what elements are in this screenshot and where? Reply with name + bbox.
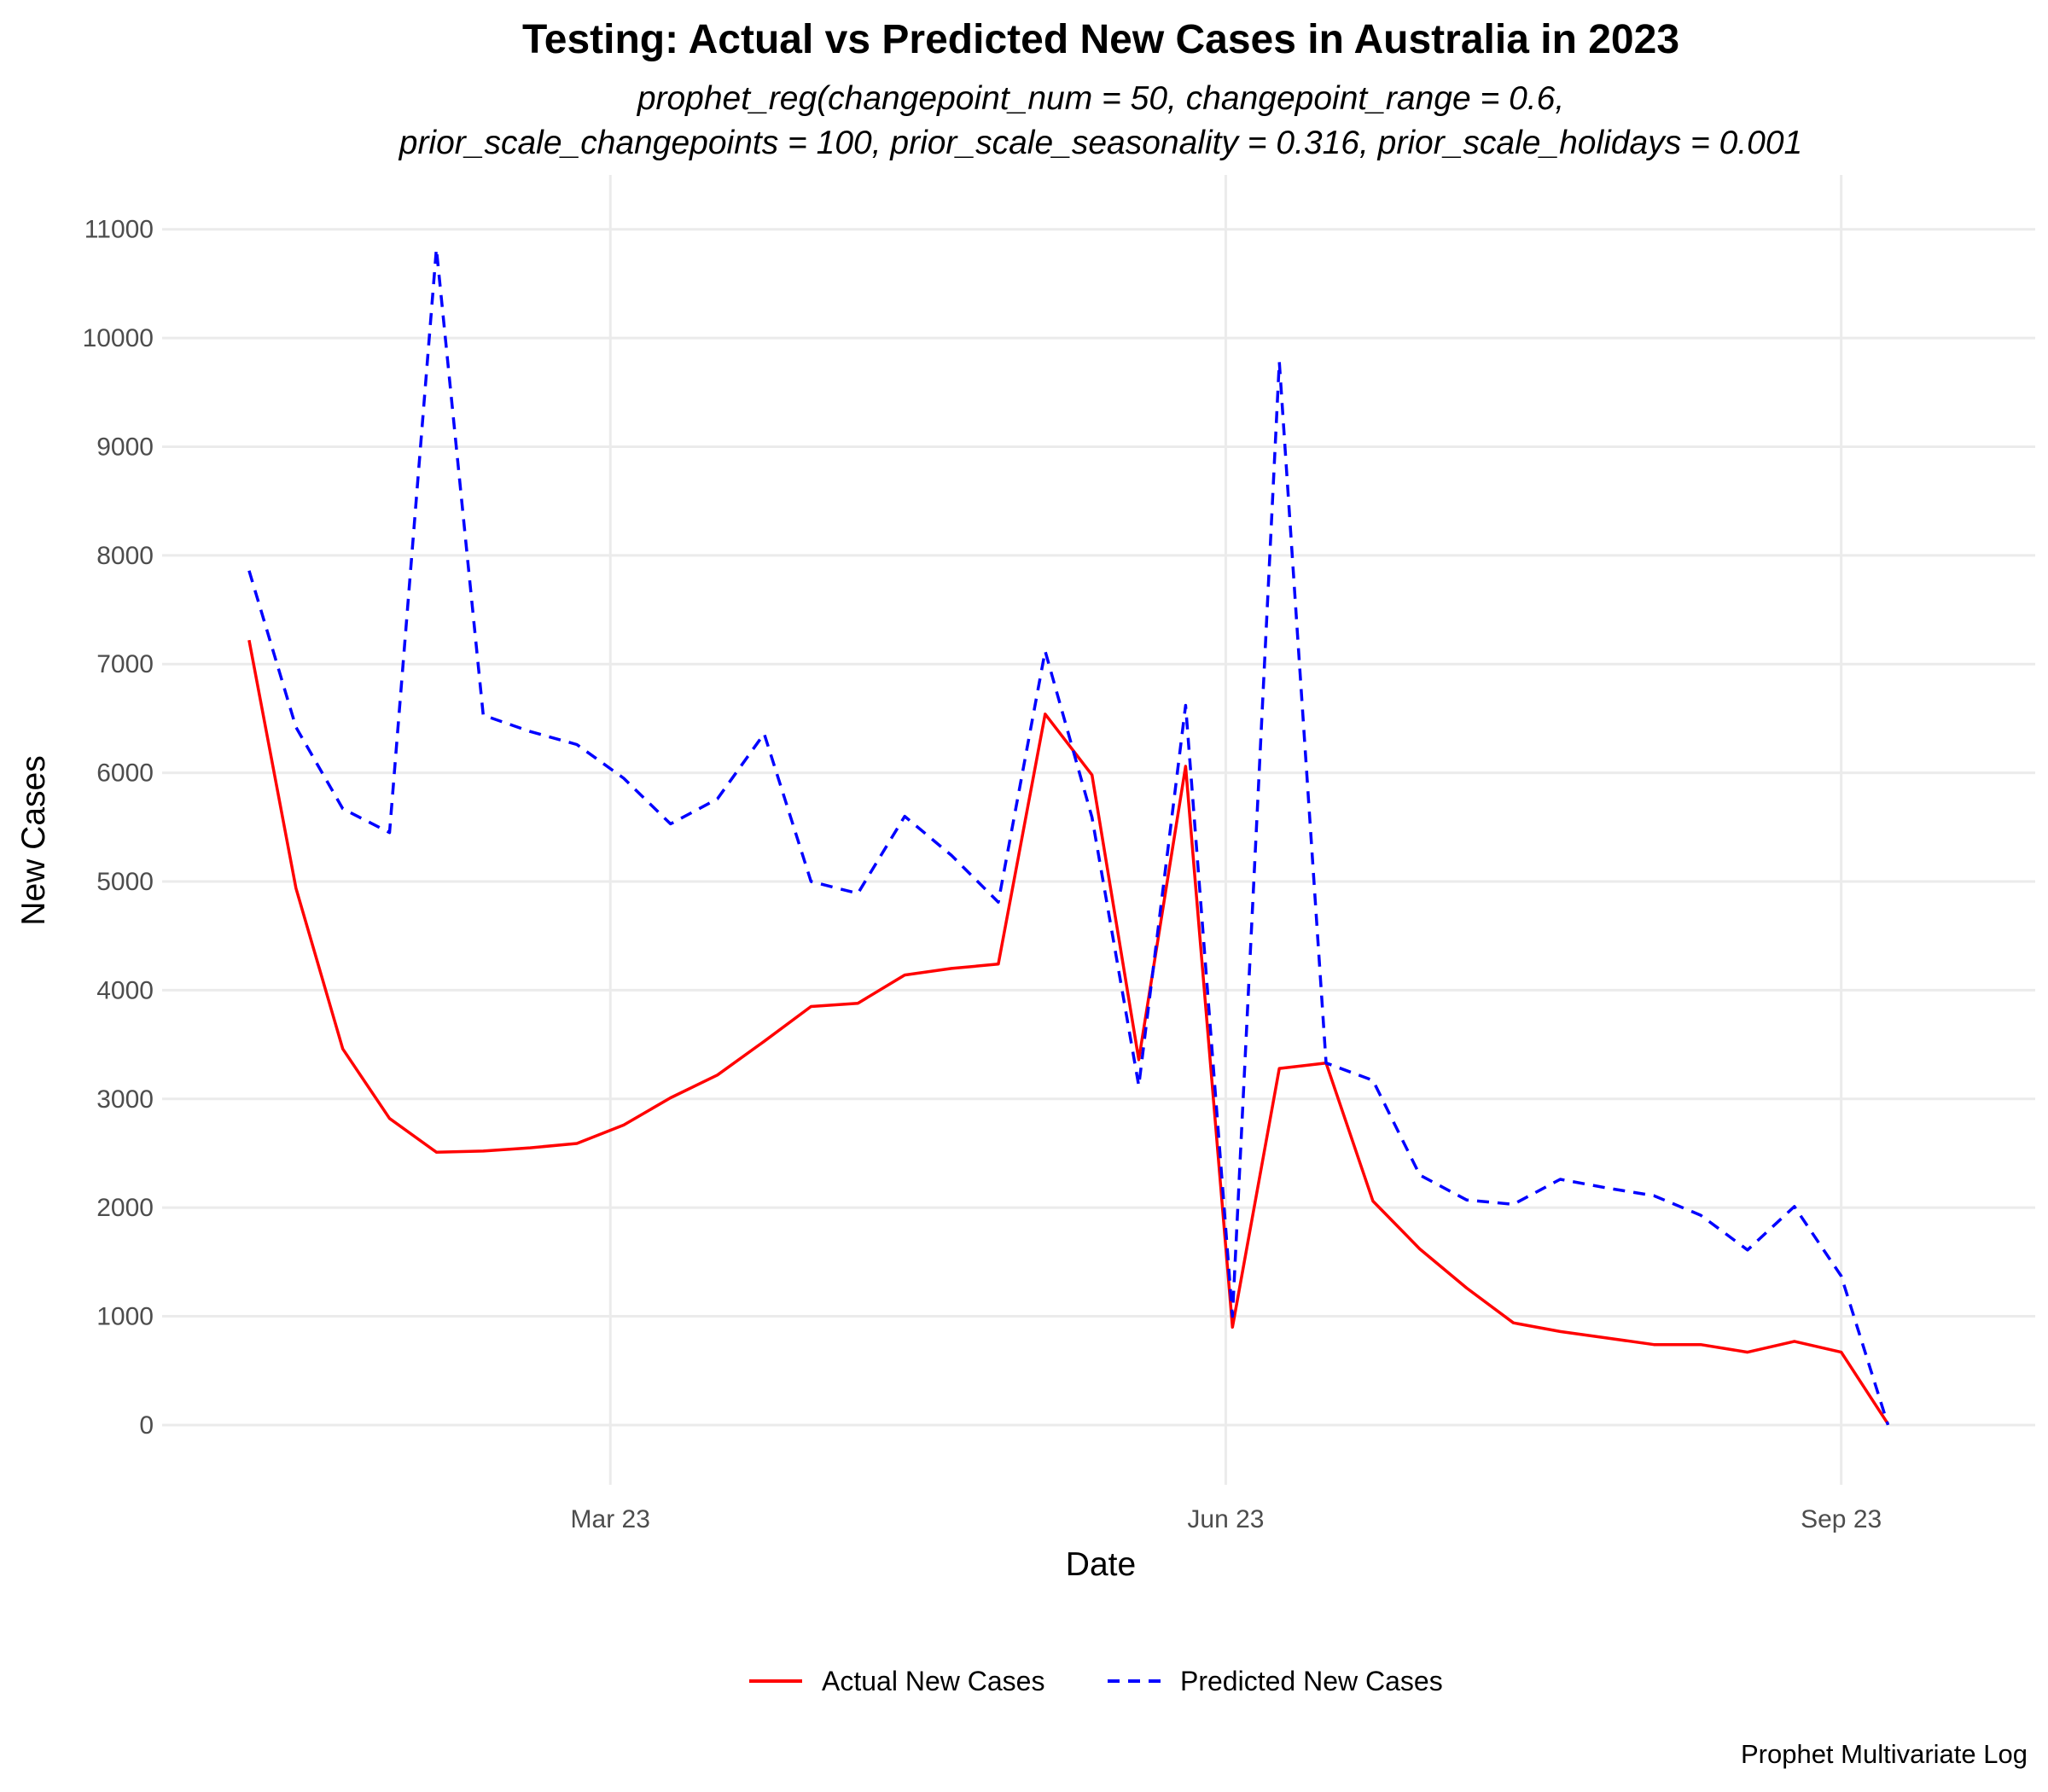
x-tick-label: Sep 23 [1801,1505,1882,1533]
y-axis-title: New Cases [15,755,52,925]
y-tick-label: 2000 [96,1194,154,1222]
y-tick-label: 0 [139,1411,154,1440]
y-tick-label: 4000 [96,976,154,1004]
series-lines [247,247,1890,1426]
y-tick-label: 11000 [84,216,154,244]
legend-label-actual: Actual New Cases [822,1666,1044,1696]
x-axis-tick-labels: Mar 23 Jun 23 Sep 23 [571,1505,1882,1533]
y-tick-label: 1000 [96,1303,154,1331]
gridlines [162,175,2035,1485]
y-tick-label: 7000 [96,650,154,678]
chart-subtitle-line-1: prophet_reg(changepoint_num = 50, change… [637,80,1564,117]
y-tick-label: 3000 [96,1085,154,1114]
legend-label-predicted: Predicted New Cases [1180,1666,1443,1696]
x-tick-label: Jun 23 [1187,1505,1264,1533]
chart-title: Testing: Actual vs Predicted New Cases i… [522,17,1679,62]
y-tick-label: 5000 [96,868,154,896]
series-line-actual [247,639,1889,1425]
caption: Prophet Multivariate Log [1741,1739,2028,1769]
x-tick-label: Mar 23 [571,1505,650,1533]
y-axis-tick-labels: 0 1000 2000 3000 4000 5000 6000 7000 8000 9000 100… [83,216,154,1440]
y-tick-label: 10000 [83,324,154,352]
series-line-predicted [247,247,1890,1426]
chart-subtitle-line-2: prior_scale_changepoints = 100, prior_sc… [399,125,1803,161]
x-axis-title: Date [1066,1546,1136,1583]
y-tick-label: 6000 [96,759,154,788]
y-tick-label: 8000 [96,542,154,570]
legend: Actual New Cases Predicted New Cases [749,1666,1443,1696]
y-tick-label: 9000 [96,433,154,461]
